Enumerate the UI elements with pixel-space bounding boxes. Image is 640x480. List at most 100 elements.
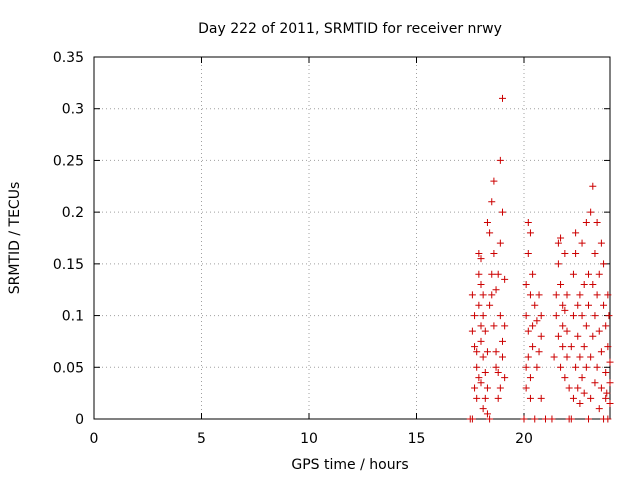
data-point	[567, 343, 575, 351]
data-point	[591, 379, 599, 387]
data-point	[574, 301, 582, 309]
data-point	[552, 291, 560, 299]
data-point	[486, 415, 494, 423]
data-point	[606, 379, 614, 387]
data-point	[479, 291, 487, 299]
data-point	[578, 374, 586, 382]
data-point	[591, 312, 599, 320]
data-point	[481, 394, 489, 402]
data-point	[490, 250, 498, 258]
data-point	[604, 415, 612, 423]
data-point	[605, 312, 613, 320]
data-point	[563, 291, 571, 299]
data-point	[576, 291, 584, 299]
data-point	[589, 332, 597, 340]
data-point	[492, 363, 500, 371]
data-point	[578, 312, 586, 320]
data-point	[550, 353, 558, 361]
chart-title: Day 222 of 2011, SRMTID for receiver nrw…	[198, 21, 502, 37]
data-point	[481, 368, 489, 376]
data-point	[522, 281, 530, 289]
data-point	[479, 405, 487, 413]
data-point	[582, 218, 590, 226]
data-point	[529, 322, 537, 330]
data-point	[499, 94, 506, 102]
data-point	[486, 301, 494, 309]
data-point	[473, 348, 481, 356]
data-point	[475, 374, 483, 382]
data-point	[580, 343, 588, 351]
data-point	[531, 415, 539, 423]
data-point	[597, 384, 605, 392]
data-point	[522, 312, 530, 320]
x-axis-label: GPS time / hours	[291, 457, 408, 473]
data-point	[494, 270, 502, 278]
data-point	[561, 250, 569, 258]
data-point	[552, 312, 560, 320]
data-point	[471, 312, 479, 320]
data-point	[561, 306, 569, 314]
data-point	[600, 260, 608, 268]
data-point	[554, 239, 562, 247]
data-point	[572, 250, 580, 258]
data-point	[595, 270, 603, 278]
data-point	[589, 182, 597, 190]
data-point	[479, 353, 487, 361]
data-point	[526, 394, 534, 402]
data-point	[572, 363, 580, 371]
data-point	[468, 415, 476, 423]
data-point	[554, 260, 562, 268]
data-point	[477, 337, 485, 345]
data-point	[499, 353, 506, 361]
data-point	[524, 327, 532, 335]
data-point	[522, 384, 530, 392]
data-point	[477, 379, 485, 387]
data-point	[496, 312, 504, 320]
data-point	[602, 322, 610, 330]
data-point	[578, 239, 586, 247]
data-point	[585, 270, 592, 278]
x-tick-label: 10	[300, 431, 318, 447]
data-point	[520, 415, 528, 423]
data-point	[587, 394, 595, 402]
data-point	[492, 348, 500, 356]
data-point	[597, 348, 605, 356]
data-point	[499, 337, 506, 345]
data-point	[582, 322, 590, 330]
y-tick-label: 0.05	[53, 360, 84, 376]
data-point	[471, 343, 479, 351]
x-tick-label: 20	[515, 431, 533, 447]
data-point	[569, 270, 577, 278]
y-tick-label: 0.2	[62, 205, 84, 221]
data-point	[602, 368, 610, 376]
data-point	[603, 389, 611, 397]
data-point	[565, 384, 573, 392]
data-point	[473, 394, 481, 402]
data-point	[606, 358, 614, 366]
data-point	[602, 394, 610, 402]
data-point	[479, 312, 487, 320]
data-point	[557, 234, 565, 242]
data-point	[533, 317, 541, 325]
data-point	[471, 384, 479, 392]
y-axis-label: SRMTID / TECUs	[7, 182, 23, 295]
data-point	[593, 363, 601, 371]
data-point	[587, 353, 595, 361]
data-point	[557, 363, 565, 371]
data-point	[533, 363, 541, 371]
data-point	[526, 374, 534, 382]
data-point	[542, 415, 549, 423]
data-point	[593, 218, 601, 226]
data-point	[593, 291, 601, 299]
x-tick-labels: 0 5 10 15 20	[90, 431, 533, 447]
y-tick-label: 0.25	[53, 153, 84, 169]
data-point	[537, 332, 545, 340]
data-point	[559, 301, 567, 309]
data-point	[475, 301, 483, 309]
data-point	[526, 291, 534, 299]
data-point	[492, 286, 500, 294]
y-tick-labels: 0 0.05 0.1 0.15 0.2 0.25 0.3 0.35	[53, 50, 84, 428]
data-point	[501, 322, 509, 330]
data-point	[499, 208, 506, 216]
